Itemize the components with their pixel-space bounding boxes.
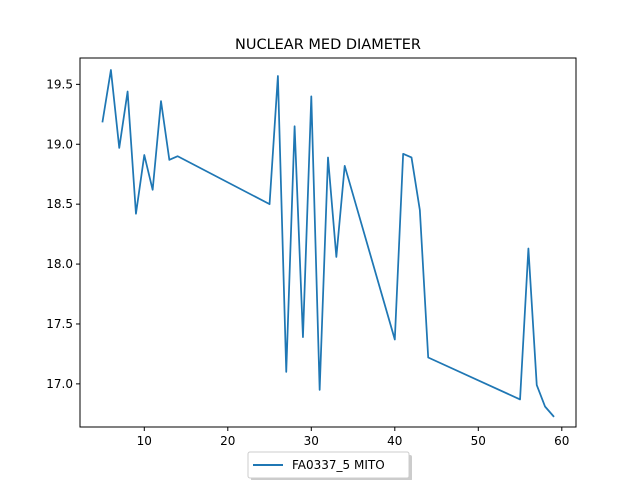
x-tick-label: 30 — [304, 434, 319, 448]
chart-title: NUCLEAR MED DIAMETER — [235, 37, 421, 53]
legend: FA0337_5 MITO — [247, 451, 412, 480]
legend-label: FA0337_5 MITO — [292, 458, 385, 472]
legend-box — [247, 451, 410, 479]
y-tick-label: 19.5 — [46, 77, 73, 91]
y-tick-label: 18.0 — [46, 257, 73, 271]
series-line — [101, 69, 555, 418]
y-tick-label: 18.5 — [46, 197, 73, 211]
x-tick-label: 40 — [387, 434, 402, 448]
x-tick-label: 60 — [554, 434, 569, 448]
series-layer — [101, 69, 555, 418]
axes: 10 20 30 40 50 60 17.0 17.5 18.0 18.5 19.0 19.5 — [46, 77, 569, 448]
plot-frame — [79, 57, 577, 428]
x-tick-label: 20 — [220, 434, 235, 448]
x-tick-label: 10 — [137, 434, 152, 448]
y-tick-label: 17.5 — [46, 317, 73, 331]
y-tick-label: 17.0 — [46, 377, 73, 391]
y-tick-label: 19.0 — [46, 137, 73, 151]
x-tick-label: 50 — [471, 434, 486, 448]
